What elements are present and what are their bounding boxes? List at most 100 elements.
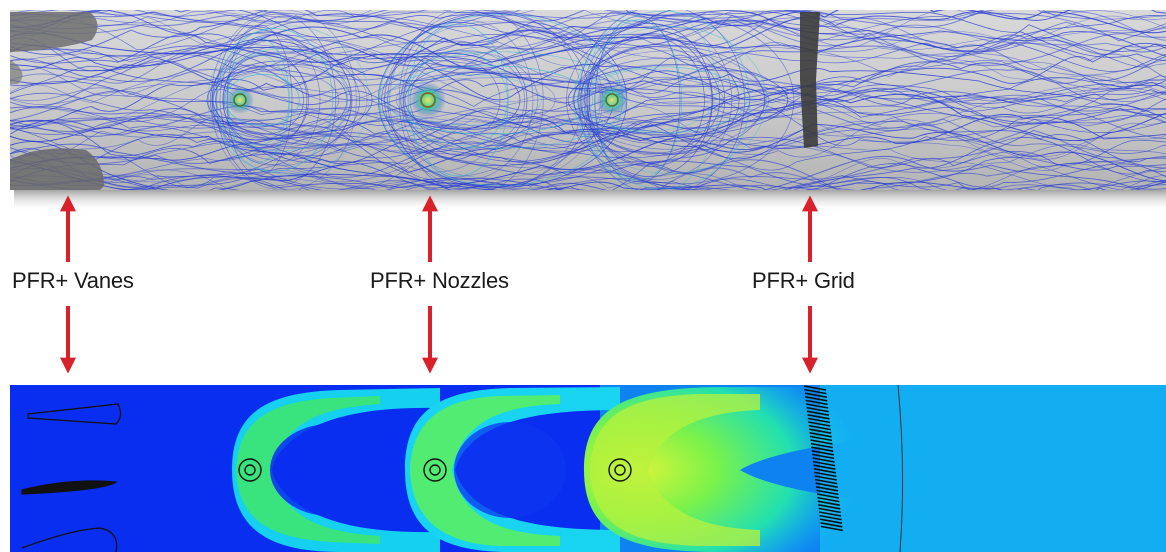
vane-lower-shape xyxy=(10,148,104,190)
recirculation-streamline xyxy=(403,49,526,151)
recirculation-streamline xyxy=(566,15,795,185)
grid-hatch-line xyxy=(816,493,840,499)
grid-hatch-line xyxy=(818,507,841,514)
grid-hatch-line xyxy=(812,460,836,467)
vane-left-shape xyxy=(10,60,23,84)
vane-outline-middle xyxy=(21,480,118,495)
recirculation-streamline xyxy=(206,64,373,136)
streamline xyxy=(10,28,1166,62)
recirculation-streamline xyxy=(223,65,304,135)
streamline xyxy=(10,10,1166,57)
grid-hatch-line xyxy=(813,464,836,470)
recirculation-streamline xyxy=(214,70,340,130)
recirculation-streamline xyxy=(401,20,534,180)
streamline xyxy=(10,39,1166,129)
recirculation-streamline xyxy=(222,54,309,146)
recirculation-streamline xyxy=(583,37,726,163)
vane-outline-lower xyxy=(21,527,118,552)
recirculation-streamline xyxy=(224,74,300,126)
recirculation-streamline xyxy=(402,43,528,157)
recirculation-streamline xyxy=(577,10,751,190)
streamline xyxy=(10,10,1166,70)
streamline xyxy=(10,157,1166,190)
nozzle-1-bottom xyxy=(238,458,262,482)
recirculation-streamline xyxy=(207,25,370,175)
recirculation-streamline xyxy=(395,71,556,129)
grid-hatch-line xyxy=(809,428,832,434)
label-vanes: PFR+ Vanes xyxy=(12,268,134,293)
streamline xyxy=(10,77,1166,164)
recirculation-streamline xyxy=(407,23,509,177)
grid-hatch-line xyxy=(810,439,833,445)
grid-hatch-line xyxy=(803,385,827,391)
grid-hatch-line xyxy=(806,410,830,416)
streamline xyxy=(10,119,1166,189)
grid-hatch-line xyxy=(818,504,841,510)
recirculation-streamline xyxy=(211,38,353,162)
streamline xyxy=(10,113,1166,190)
streamline xyxy=(10,117,1166,154)
grid-hatch-line xyxy=(809,435,833,442)
grid-plate-hatch xyxy=(803,385,843,532)
recirculation-streamline xyxy=(572,26,767,174)
grid-hatch-line xyxy=(814,471,837,478)
grid-hatch-line xyxy=(817,496,840,503)
grid-hatch-line xyxy=(804,392,828,398)
grid-hatch-line xyxy=(805,399,828,406)
grid-hatch-line xyxy=(806,403,829,409)
nozzle-2-top xyxy=(410,82,446,118)
streamline xyxy=(10,76,1166,190)
recirculation-streamline xyxy=(212,60,348,140)
recirculation-streamline xyxy=(387,12,591,188)
recirculation-streamline xyxy=(389,10,583,190)
grid-hatch-line xyxy=(819,518,843,524)
streamline xyxy=(10,70,1166,130)
recirculation-streamline xyxy=(594,16,681,184)
grid-plate-shape xyxy=(800,12,820,148)
grid-hatch-line xyxy=(804,388,827,395)
streamline xyxy=(10,112,1166,173)
grid-hatch-line xyxy=(820,525,843,532)
grid-hatch-line xyxy=(811,450,834,456)
grid-hatch-line xyxy=(815,486,839,492)
recirculation-streamline xyxy=(586,33,713,167)
streamline xyxy=(10,112,1166,183)
grid-hatch-line xyxy=(807,414,830,420)
grid-hatch-line xyxy=(812,453,835,460)
recirculation-streamline xyxy=(573,45,765,155)
recirculation-streamline xyxy=(216,28,334,172)
grid-hatch-line xyxy=(816,489,839,496)
nozzle-2-bottom xyxy=(423,458,447,482)
recirculation-streamline xyxy=(211,65,352,135)
grid-hatch-line xyxy=(805,396,828,402)
grid-hatch-line xyxy=(808,421,831,427)
recirculation-streamline xyxy=(578,66,747,134)
nozzle-3-bottom xyxy=(608,458,632,482)
recirculation-streamline xyxy=(222,51,308,149)
recirculation-streamline xyxy=(215,13,337,187)
recirculation-streamline xyxy=(209,45,361,155)
grid-hatch-line xyxy=(818,511,842,517)
grid-hatch-line xyxy=(815,478,838,485)
vane-outline-upper xyxy=(27,403,122,425)
panel-shadow xyxy=(14,190,1166,212)
grid-hatch-line xyxy=(806,406,829,413)
streamline xyxy=(10,143,1166,190)
streamline xyxy=(10,10,1166,67)
grid-hatch-line xyxy=(814,475,837,481)
arrows xyxy=(60,195,818,374)
streamline xyxy=(10,34,1166,136)
recirculation-streamline xyxy=(581,20,733,180)
streamline xyxy=(10,93,1166,189)
recirculation-streamline xyxy=(578,10,745,190)
streamline xyxy=(10,42,1166,120)
streamline xyxy=(10,42,1166,164)
grid-hatch-line xyxy=(811,446,834,452)
grid-hatch-line xyxy=(808,424,831,431)
streamline xyxy=(10,92,1166,190)
recirculation-streamline xyxy=(210,10,357,190)
recirculation-streamline xyxy=(399,74,542,126)
recirculation-streamline xyxy=(400,51,539,149)
grid-hatch-line xyxy=(817,500,840,506)
